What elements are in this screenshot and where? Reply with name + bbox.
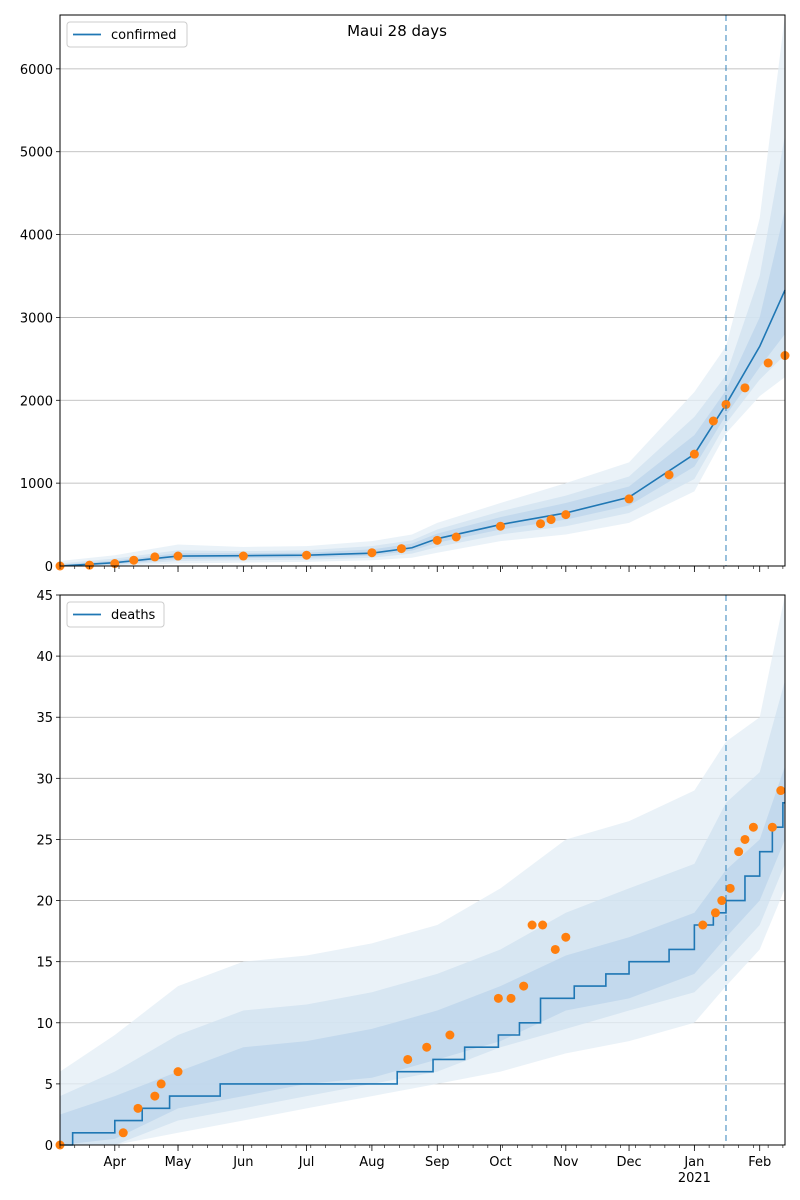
y-tick-label: 2000 bbox=[20, 394, 53, 409]
x-tick-label: Dec bbox=[616, 1155, 641, 1170]
observed-point bbox=[546, 515, 556, 525]
legend-label: deaths bbox=[111, 608, 156, 623]
confirmed-panel: 0 1000 2000 3000 4000 5000 6000 confirmed bbox=[20, 14, 790, 575]
observed-point bbox=[173, 1067, 183, 1077]
x-tick-label: Aug bbox=[359, 1155, 384, 1170]
axes-frame bbox=[59, 14, 786, 567]
observed-point bbox=[150, 1091, 160, 1101]
x-tick-label: Jun bbox=[232, 1155, 253, 1170]
observed-point bbox=[403, 1054, 413, 1064]
observed-point bbox=[721, 399, 731, 409]
observed-point bbox=[133, 1103, 143, 1113]
observed-point bbox=[708, 416, 718, 426]
observed-point bbox=[422, 1042, 432, 1052]
series-line-deaths bbox=[60, 801, 785, 1146]
y-tick-label: 35 bbox=[36, 711, 53, 726]
legend-box bbox=[66, 21, 188, 48]
y-tick-label: 20 bbox=[36, 895, 53, 910]
observed-point bbox=[710, 908, 720, 918]
chart-title: Maui 28 days bbox=[347, 22, 447, 40]
y-tick-label: 1000 bbox=[20, 477, 53, 492]
observed-point bbox=[150, 552, 160, 562]
observed-point bbox=[536, 519, 546, 529]
observed-point bbox=[156, 1079, 166, 1089]
observed-point bbox=[698, 920, 708, 930]
observed-point bbox=[495, 521, 505, 531]
observed-point bbox=[734, 847, 744, 857]
x-tick-label: May bbox=[165, 1155, 192, 1170]
observed-point bbox=[664, 470, 674, 480]
observed-point bbox=[506, 993, 516, 1003]
observed-point bbox=[740, 834, 750, 844]
observed-point bbox=[519, 981, 529, 991]
observed-point bbox=[767, 822, 777, 832]
observed-point bbox=[367, 548, 377, 558]
observed-point bbox=[740, 383, 750, 393]
observed-point bbox=[493, 993, 503, 1003]
deaths-panel: 0 5 10 15 20 25 30 35 40 45 Apr May Jun Jul Aug Sep Oct N… bbox=[36, 589, 786, 1186]
y-tick-label: 25 bbox=[36, 833, 53, 848]
uncertainty-band bbox=[60, 680, 785, 1145]
observed-point bbox=[717, 896, 727, 906]
observed-point bbox=[302, 550, 312, 560]
legend-label: confirmed bbox=[111, 28, 177, 43]
y-tick-label: 4000 bbox=[20, 229, 53, 244]
y-tick-label: 0 bbox=[45, 1139, 53, 1154]
x-tick-label: Jul bbox=[298, 1155, 315, 1170]
y-tick-label: 5 bbox=[45, 1078, 53, 1093]
observed-point bbox=[129, 555, 139, 565]
observed-point bbox=[538, 920, 548, 930]
x-tick-label: Sep bbox=[425, 1155, 450, 1170]
y-tick-label: 5000 bbox=[20, 146, 53, 161]
y-tick-label: 40 bbox=[36, 650, 53, 665]
y-tick-label: 10 bbox=[36, 1017, 53, 1032]
y-tick-label: 0 bbox=[45, 560, 53, 575]
observed-point bbox=[624, 494, 634, 504]
y-tick-label: 6000 bbox=[20, 63, 53, 78]
y-tick-label: 3000 bbox=[20, 311, 53, 326]
observed-point bbox=[396, 544, 406, 554]
observed-point bbox=[451, 532, 461, 542]
observed-point bbox=[173, 551, 183, 561]
observed-point bbox=[85, 560, 95, 570]
observed-point bbox=[689, 449, 699, 459]
observed-point bbox=[550, 944, 560, 954]
observed-point bbox=[561, 932, 571, 942]
legend-box bbox=[66, 601, 165, 628]
observed-point bbox=[432, 535, 442, 545]
y-tick-label: 30 bbox=[36, 772, 53, 787]
x-tick-label: Feb bbox=[748, 1155, 771, 1170]
observed-point bbox=[238, 551, 248, 561]
axes-frame bbox=[59, 594, 786, 1146]
observed-point bbox=[763, 358, 773, 368]
x-tick-label: Apr bbox=[104, 1155, 127, 1170]
x-year-label: 2021 bbox=[678, 1171, 711, 1186]
x-tick-label: Oct bbox=[489, 1155, 511, 1170]
observed-point bbox=[725, 883, 735, 893]
y-tick-label: 45 bbox=[36, 589, 53, 604]
observed-point bbox=[445, 1030, 455, 1040]
x-tick-label: Jan bbox=[683, 1155, 704, 1170]
y-tick-label: 15 bbox=[36, 956, 53, 971]
x-tick-label: Nov bbox=[553, 1155, 579, 1170]
uncertainty-band bbox=[60, 766, 785, 1145]
observed-point bbox=[118, 1128, 128, 1138]
observed-point bbox=[561, 510, 571, 520]
observed-point bbox=[776, 786, 786, 796]
observed-point bbox=[748, 822, 758, 832]
observed-point bbox=[527, 920, 537, 930]
